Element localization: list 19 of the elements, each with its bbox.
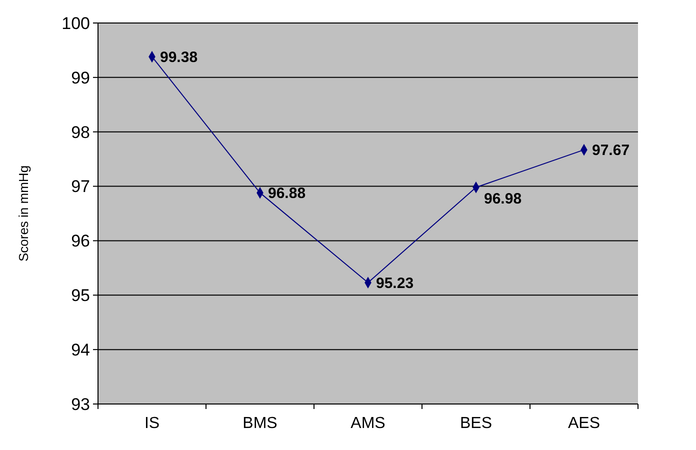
y-tick-label: 97 <box>71 177 90 196</box>
y-tick-label: 94 <box>71 340 90 360</box>
data-label: 96.98 <box>484 190 522 208</box>
x-tick-label: BMS <box>242 415 278 432</box>
x-tick-label: AES <box>568 415 600 432</box>
y-axis-title: Scores in mmHg <box>16 165 31 262</box>
data-label: 97.67 <box>592 142 630 160</box>
y-tick-label: 95 <box>71 286 90 306</box>
x-tick-label: IS <box>144 415 160 432</box>
y-tick-label: 96 <box>71 232 90 251</box>
x-tick-label: AMS <box>350 415 386 432</box>
data-label: 99.38 <box>160 48 198 66</box>
y-tick-label: 93 <box>71 394 90 414</box>
y-tick-label: 98 <box>71 122 90 142</box>
y-tick-label: 100 <box>62 14 90 33</box>
y-tick-label: 99 <box>71 68 90 88</box>
x-tick-label: BES <box>460 415 492 432</box>
data-label: 95.23 <box>376 274 414 292</box>
data-label: 96.88 <box>268 185 306 202</box>
